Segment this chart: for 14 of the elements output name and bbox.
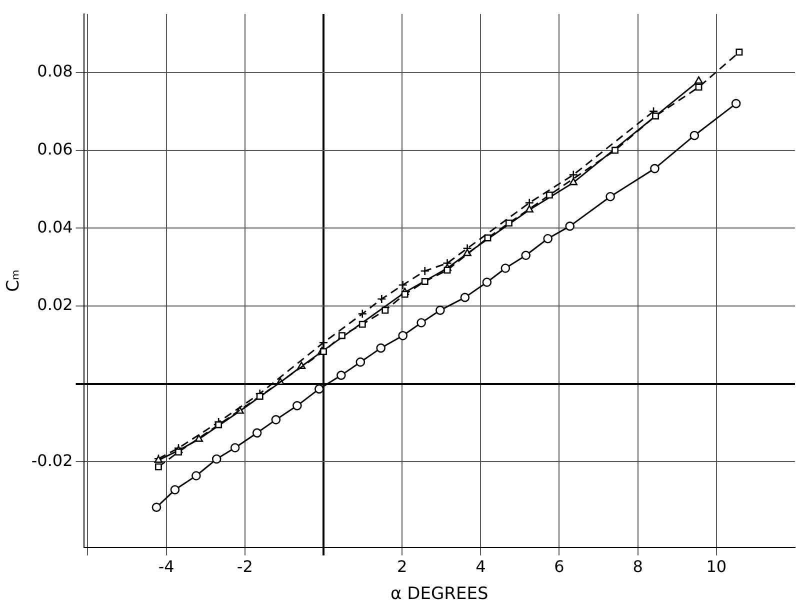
x-tick-label: -4: [158, 557, 174, 576]
x-tick-label: 8: [632, 557, 643, 576]
x-axis-title: α DEGREES: [390, 584, 488, 604]
y-tick-label: 0.08: [37, 62, 73, 81]
x-tick-label: 2: [396, 557, 408, 576]
y-tick-label: 0.04: [37, 217, 73, 236]
x-tick-label: 4: [476, 557, 486, 576]
y-axis-title: Cₘ: [4, 269, 24, 292]
x-tick-label: 6: [554, 557, 564, 576]
y-tick-label: 0.02: [37, 295, 73, 314]
x-tick-label: 10: [706, 557, 727, 576]
y-tick-label: -0.02: [31, 450, 73, 470]
x-tick-label: -2: [236, 557, 253, 576]
y-tick-label: 0.06: [37, 139, 73, 158]
